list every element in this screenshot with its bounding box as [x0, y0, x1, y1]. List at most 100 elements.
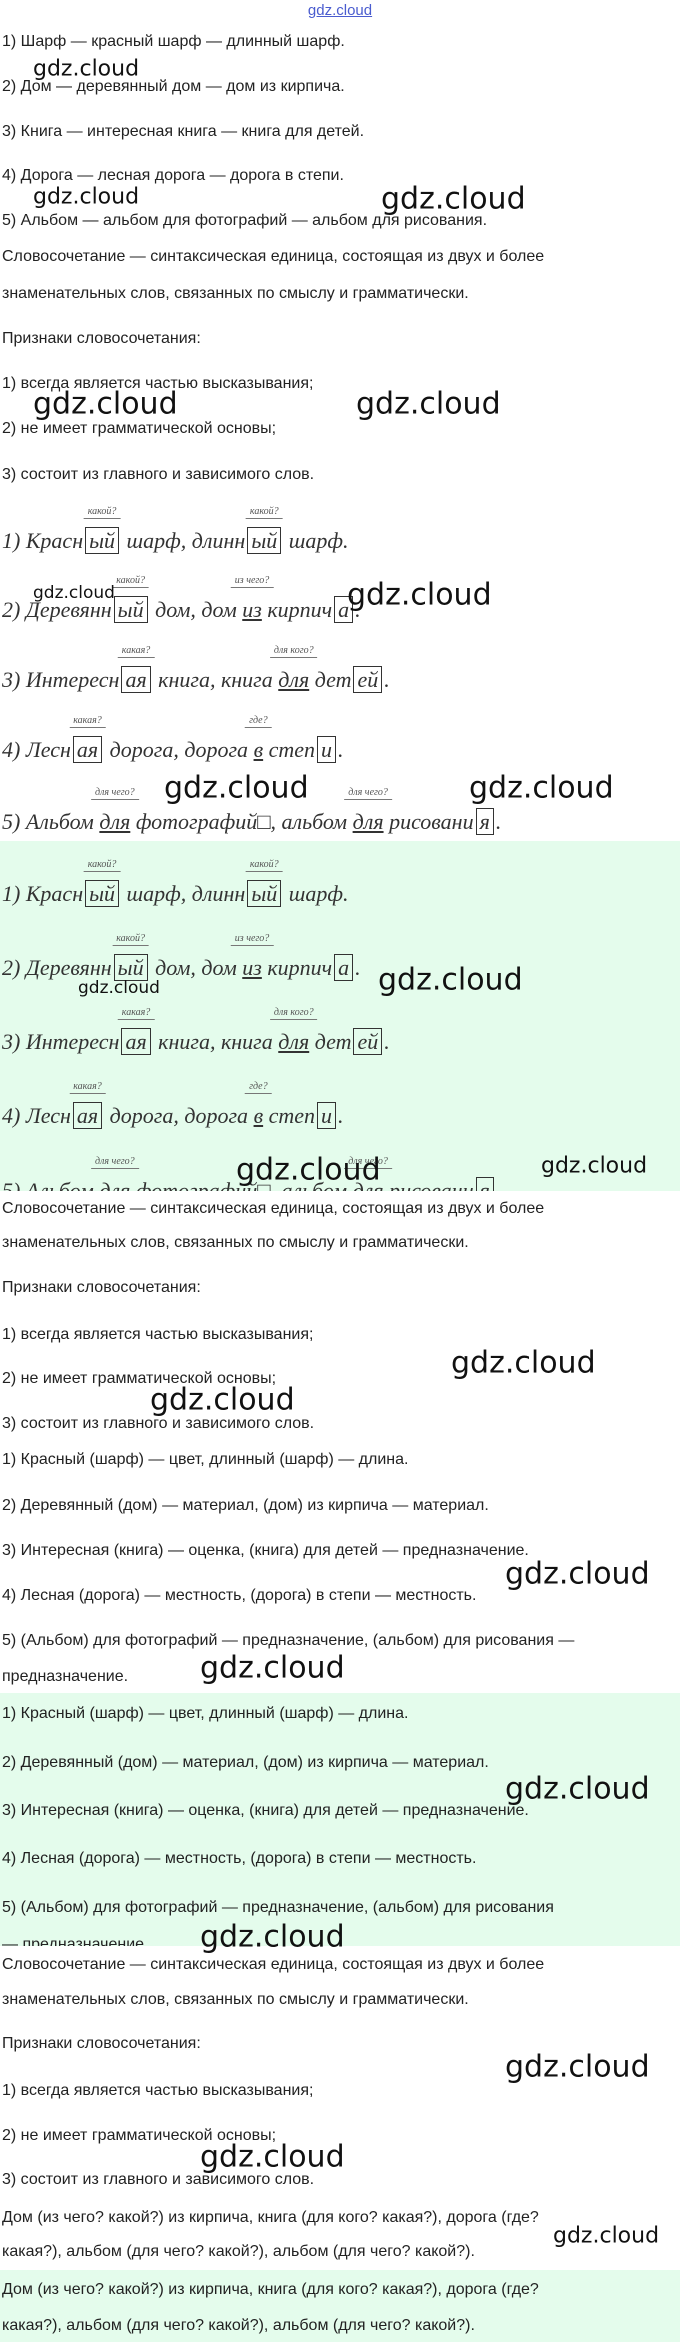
word: 5) Альбом — [2, 1178, 100, 1191]
word: 1) Красн — [2, 881, 84, 906]
answer-line: предназначение. — [2, 1668, 129, 1685]
list-item: 2) не имеет грамматической основы; — [2, 420, 277, 437]
question: какой? — [245, 859, 283, 872]
list-item: 1) всегда является частью высказывания; — [2, 2082, 314, 2099]
word: степ — [263, 737, 316, 762]
watermark: gdz.cloud — [200, 1650, 345, 1686]
definition: знаменательных слов, связанных по смыслу… — [2, 1234, 469, 1251]
ending-box: ый какой? — [83, 506, 121, 554]
watermark: gdz.cloud — [200, 1919, 345, 1955]
ending-box: ый какой? — [112, 575, 149, 623]
question: для чего? — [344, 787, 392, 800]
highlight-parse: 1) Красн ый какой? шарф, длинн ый какой? шар… — [0, 841, 680, 1191]
parse-line: 5) Альбом для для чего? фотографий□, альб… — [2, 787, 502, 835]
word: кирпич — [261, 955, 333, 980]
word: дет — [309, 667, 352, 692]
answer-line: 4) Лесная (дорога) — местность, (дорога)… — [2, 1587, 477, 1604]
ending-box: ый какой? — [245, 506, 283, 554]
preposition: для для чего? — [90, 1156, 139, 1191]
ending-box: я — [475, 1177, 494, 1191]
parse-line: 2) Деревянн ый какой? дом, дом из из чего? … — [2, 933, 361, 981]
question: какая? — [69, 715, 106, 728]
list-item: 3) состоит из главного и зависимого слов… — [2, 466, 315, 483]
answer-line: Дом (из чего? какой?) из кирпича, книга … — [2, 2281, 539, 2298]
answer-line: 4) Лесная (дорога) — местность, (дорога)… — [2, 1850, 477, 1867]
parse-line: 4) Лесн ая какая? дорога, дорога в где? сте… — [2, 1081, 344, 1129]
ending-box: ая какая? — [117, 1007, 155, 1055]
word: фотографий□, альбом — [130, 1178, 353, 1191]
ending-box: и — [317, 1102, 337, 1129]
preposition: для для чего? — [344, 1156, 392, 1191]
question: какой? — [112, 575, 149, 588]
ending-box: а — [334, 596, 354, 623]
text-line: 3) Книга — интересная книга — книга для … — [2, 123, 365, 140]
definition: Словосочетание — синтаксическая единица,… — [2, 248, 545, 265]
question: какой? — [245, 506, 283, 519]
question: какой? — [112, 933, 149, 946]
watermark: gdz.cloud — [33, 386, 178, 422]
watermark: gdz.cloud — [347, 577, 492, 613]
word: . — [338, 1103, 344, 1128]
watermark: gdz.cloud — [378, 962, 523, 998]
question: для кого? — [269, 1007, 318, 1020]
ending-box: я — [475, 808, 494, 835]
watermark: gdz.cloud — [381, 181, 526, 217]
word: 1) Красн — [2, 528, 84, 553]
watermark: gdz.cloud — [236, 1152, 381, 1188]
ending-box: и — [317, 736, 337, 763]
answer-line: какая?), альбом (для чего? какой?), альб… — [2, 2317, 475, 2334]
word: . — [338, 737, 344, 762]
word: 2) Деревянн — [2, 955, 112, 980]
parse-line: 4) Лесн ая какая? дорога, дорога в где? сте… — [2, 715, 344, 763]
preposition: в где? — [245, 1081, 272, 1128]
list-item: 1) всегда является частью высказывания; — [2, 1326, 314, 1343]
answer-line: 2) Деревянный (дом) — материал, (дом) из… — [2, 1497, 489, 1514]
parse-line: 1) Красн ый какой? шарф, длинн ый какой? шар… — [2, 859, 349, 907]
watermark: gdz.cloud — [150, 1382, 295, 1418]
word: . — [355, 597, 361, 622]
word: дорога, дорога — [104, 1103, 254, 1128]
watermark: gdz.cloud — [505, 1556, 650, 1592]
ending-box: ая какая? — [117, 645, 155, 693]
word: . — [495, 1178, 502, 1191]
answer-line: 5) (Альбом) для фотографий — предназначе… — [2, 1899, 554, 1916]
answer-line: 5) (Альбом) для фотографий — предназначе… — [2, 1632, 575, 1649]
ending-box: а — [334, 954, 354, 981]
list-item: 3) состоит из главного и зависимого слов… — [2, 2171, 315, 2188]
word: шарф. — [283, 881, 349, 906]
preposition: для для чего? — [90, 787, 139, 834]
parse-line: 3) Интересн ая какая? книга, книга для для … — [2, 1007, 390, 1055]
heading: Признаки словосочетания: — [2, 1279, 201, 1296]
word: книга, книга — [152, 1029, 279, 1054]
word: . — [355, 955, 361, 980]
watermark: gdz.cloud — [505, 1771, 650, 1807]
list-item: 2) не имеет грамматической основы; — [2, 1370, 277, 1387]
word: кирпич — [261, 597, 333, 622]
question: какая? — [117, 645, 155, 658]
word: рисовани — [383, 809, 474, 834]
word: дорога, дорога — [104, 737, 254, 762]
word: фотографий□, альбом — [130, 809, 353, 834]
question: для чего? — [90, 787, 139, 800]
highlight-answers: 1) Красный (шарф) — цвет, длинный (шарф)… — [0, 1693, 680, 1946]
word: степ — [263, 1103, 316, 1128]
preposition: для для чего? — [344, 787, 392, 834]
question: какой? — [83, 859, 121, 872]
question: какой? — [83, 506, 121, 519]
ending-box: ая какая? — [69, 715, 106, 763]
watermark: gdz.cloud — [505, 2049, 650, 2085]
answer-line: 1) Красный (шарф) — цвет, длинный (шарф)… — [2, 1451, 409, 1468]
word: дом, дом — [149, 597, 243, 622]
word: . — [495, 809, 502, 834]
answer-line: — предназначение. — [2, 1936, 149, 1946]
watermark: gdz.cloud — [33, 184, 140, 210]
parse-line: 1) Красн ый какой? шарф, длинн ый какой? шар… — [2, 506, 348, 554]
question: из чего? — [230, 933, 274, 946]
word: . — [384, 1029, 390, 1054]
watermark: gdz.cloud — [200, 2139, 345, 2175]
watermark: gdz.cloud — [469, 770, 614, 806]
site-link[interactable]: gdz.cloud — [307, 2, 373, 19]
question: где? — [245, 1081, 272, 1094]
word: книга, книга — [152, 667, 279, 692]
